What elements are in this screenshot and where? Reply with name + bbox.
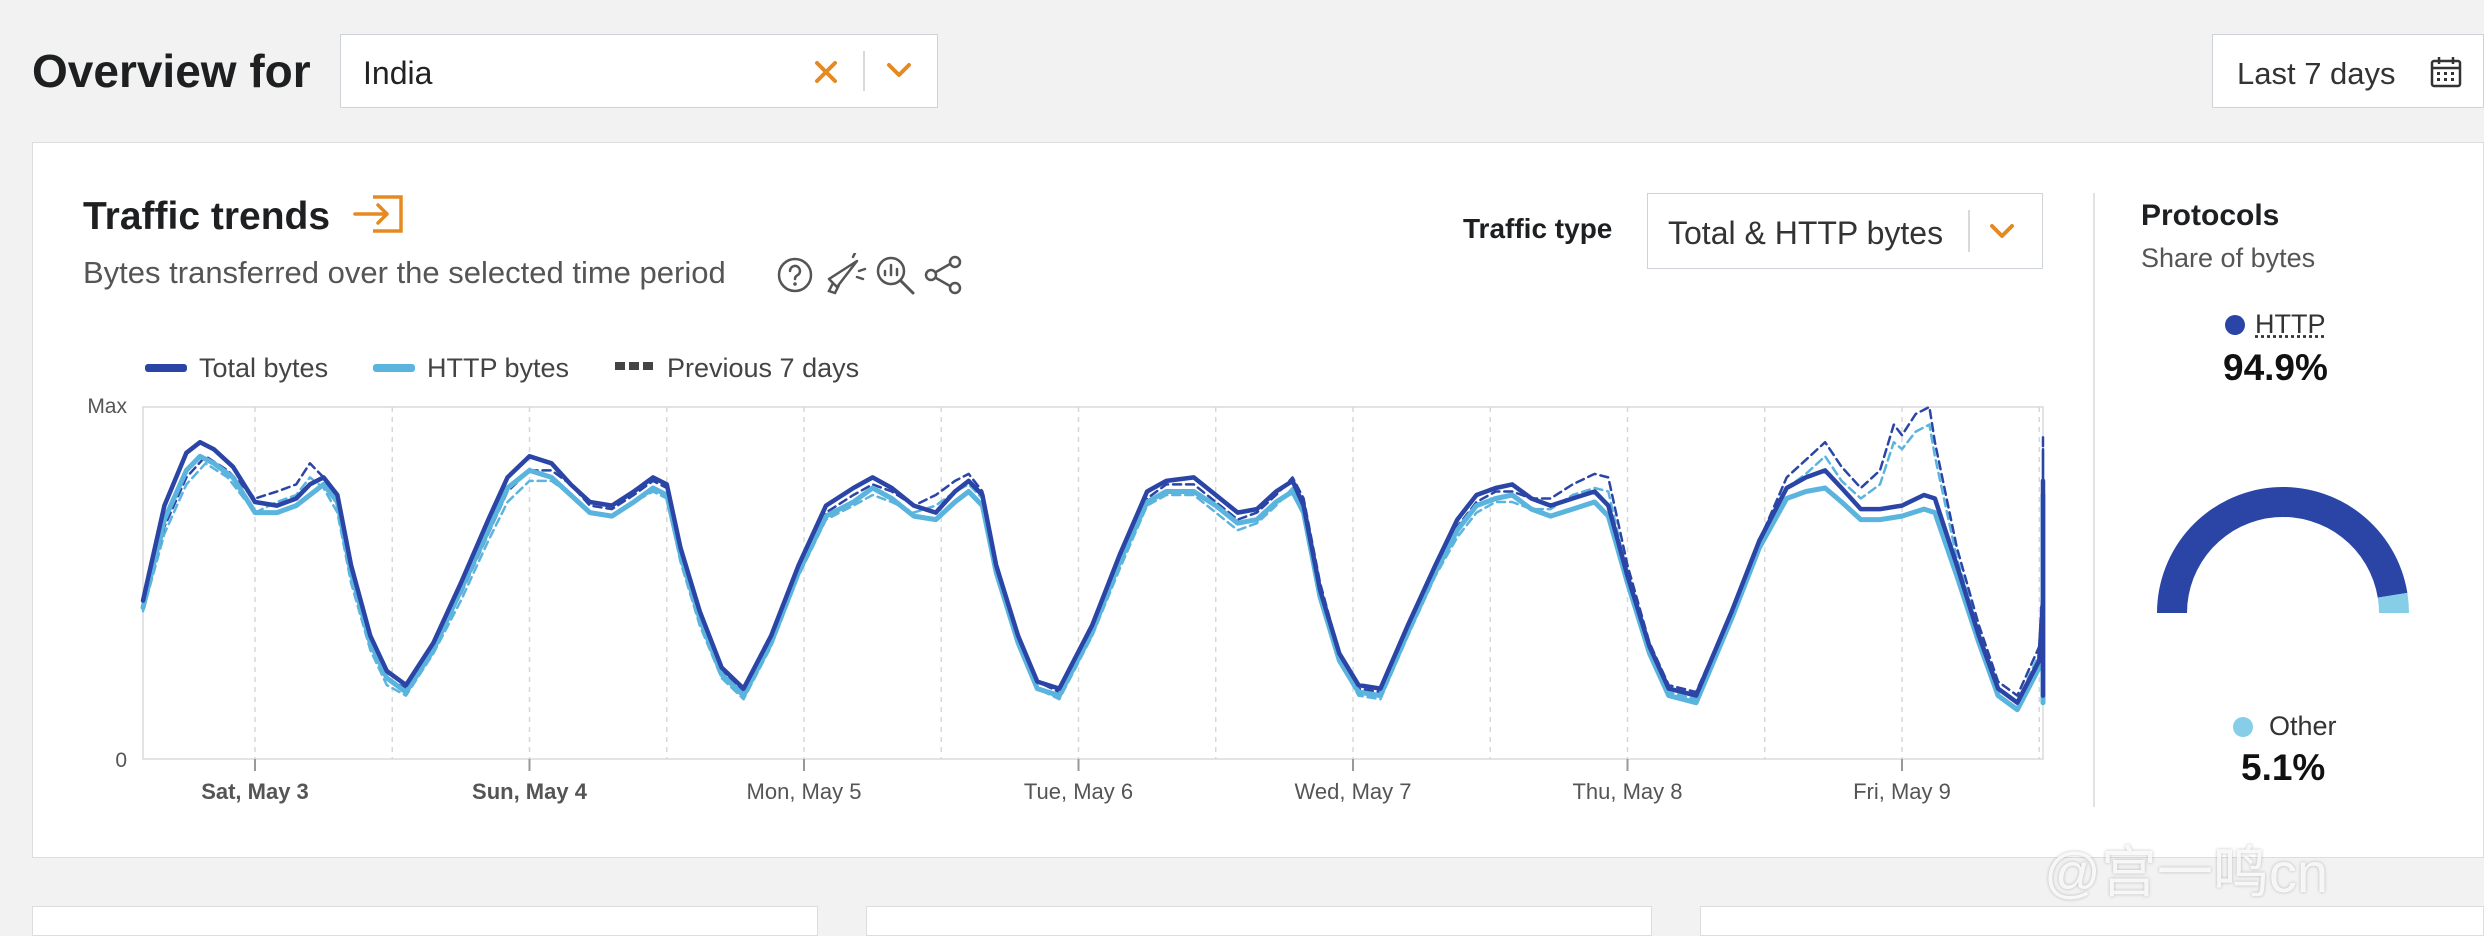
traffic-trends-title: Traffic trends (83, 195, 331, 238)
legend-swatch-previous (615, 362, 655, 370)
date-range-select[interactable]: Last 7 days (2212, 34, 2484, 108)
chevron-down-icon[interactable] (1988, 222, 2016, 242)
bottom-card-1 (32, 906, 818, 936)
y-tick-label: 0 (115, 749, 127, 772)
share-icon[interactable] (921, 253, 965, 297)
protocols-donut-chart (2157, 486, 2409, 613)
expand-icon[interactable] (351, 193, 405, 235)
legend-item-previous[interactable]: Previous 7 days (667, 353, 860, 383)
x-tick-label: Tue, May 6 (1024, 779, 1133, 804)
select-separator (1968, 210, 1970, 252)
watermark: @宫一鸣cn (2044, 841, 2328, 904)
http-value: 94.9% (2223, 347, 2328, 388)
zoom-icon[interactable] (873, 253, 917, 297)
traffic-trends-subtitle: Bytes transferred over the selected time… (83, 255, 726, 290)
traffic-line-chart: Sat, May 3 Sun, May 4 Mon, May 5 Tue, May 6… (87, 395, 2046, 804)
protocols-title: Protocols (2141, 199, 2280, 232)
bottom-card-2 (866, 906, 1652, 936)
bottom-card-3 (1700, 906, 2484, 936)
plot-frame (142, 406, 2044, 760)
select-separator (863, 51, 865, 91)
other-label[interactable]: Other (2269, 711, 2337, 741)
country-select[interactable]: India (340, 34, 938, 108)
y-tick-label: Max (87, 395, 127, 418)
legend-swatch-http (373, 364, 415, 372)
http-dot (2225, 315, 2245, 335)
chevron-down-icon[interactable] (885, 61, 913, 81)
legend-item-http[interactable]: HTTP bytes (427, 353, 570, 383)
x-tick-label: Sat, May 3 (201, 779, 309, 804)
date-range-value: Last 7 days (2237, 56, 2396, 91)
traffic-type-label: Traffic type (1463, 213, 1613, 244)
donut-slice-http (2157, 486, 2408, 613)
page-title: Overview for (32, 45, 311, 97)
top-bar: Overview for India Last 7 days (0, 0, 2484, 140)
donut-slice-other (2377, 592, 2409, 613)
other-dot (2233, 717, 2253, 737)
other-value: 5.1% (2241, 747, 2326, 788)
x-tick-label: Mon, May 5 (747, 779, 862, 804)
traffic-type-value: Total & HTTP bytes (1668, 215, 1944, 251)
calendar-icon[interactable] (2429, 55, 2463, 89)
protocols-subtitle: Share of bytes (2141, 243, 2316, 273)
panel-divider (2093, 193, 2095, 807)
traffic-type-select[interactable]: Total & HTTP bytes (1647, 193, 2043, 269)
help-icon[interactable] (775, 255, 815, 295)
x-tick-label: Thu, May 8 (1572, 779, 1682, 804)
traffic-card: Traffic trends Bytes transferred over th… (32, 142, 2484, 858)
legend-swatch-total (145, 364, 187, 372)
legend-item-total[interactable]: Total bytes (199, 353, 329, 383)
x-tick-label: Sun, May 4 (472, 779, 588, 804)
announce-icon[interactable] (823, 253, 867, 297)
x-tick-label: Fri, May 9 (1853, 779, 1951, 804)
series-line-total-bytes (140, 439, 2046, 705)
http-label[interactable]: HTTP (2255, 309, 2326, 339)
country-select-value: India (363, 55, 433, 91)
close-icon[interactable] (813, 59, 839, 85)
series-line-http-bytes (140, 453, 2046, 713)
x-tick-label: Wed, May 7 (1295, 779, 1412, 804)
